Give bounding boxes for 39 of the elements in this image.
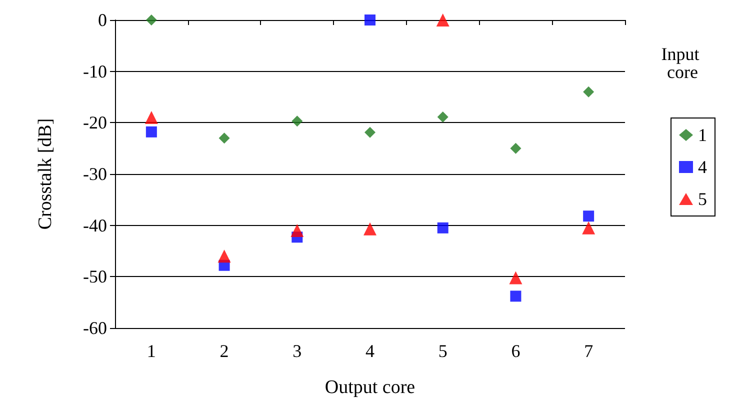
- y-tick-label: -50: [83, 266, 107, 287]
- x-tick-label: 5: [438, 341, 448, 361]
- x-tick-label: 6: [511, 341, 520, 361]
- point: [218, 250, 231, 263]
- y-tick-label: -20: [83, 112, 107, 133]
- point: [292, 116, 303, 127]
- legend-label: 5: [698, 189, 707, 209]
- point: [364, 222, 376, 236]
- point: [437, 222, 448, 234]
- x-tick-label: 2: [220, 341, 229, 361]
- y-tick-label: -30: [83, 164, 107, 184]
- x-tick-label: 7: [584, 341, 594, 361]
- point: [510, 290, 522, 302]
- x-tick-label: 4: [366, 341, 374, 361]
- y-tick-label: -40: [83, 215, 107, 236]
- x-tick-label: 1: [146, 341, 156, 361]
- legend-title: Input core: [661, 44, 704, 82]
- point: [509, 271, 522, 284]
- point: [290, 224, 304, 237]
- y-tick-label: -10: [83, 61, 107, 82]
- point: [144, 111, 158, 124]
- point: [146, 14, 157, 26]
- point: [218, 132, 230, 144]
- point: [583, 210, 594, 222]
- legend-label: 4: [698, 157, 707, 177]
- point: [510, 142, 522, 154]
- y-tick-label: 0: [98, 10, 107, 30]
- y-axis-title: Crosstalk [dB]: [35, 118, 56, 230]
- point: [583, 86, 594, 98]
- point: [364, 126, 376, 138]
- x-tick-label: 3: [292, 341, 302, 361]
- point: [146, 126, 157, 138]
- point: [437, 112, 448, 123]
- legend-label: 1: [698, 125, 707, 145]
- y-tick-label: -60: [83, 318, 107, 338]
- point: [582, 221, 596, 234]
- point: [436, 14, 450, 26]
- x-axis-title: Output core: [324, 377, 416, 398]
- point: [364, 14, 376, 26]
